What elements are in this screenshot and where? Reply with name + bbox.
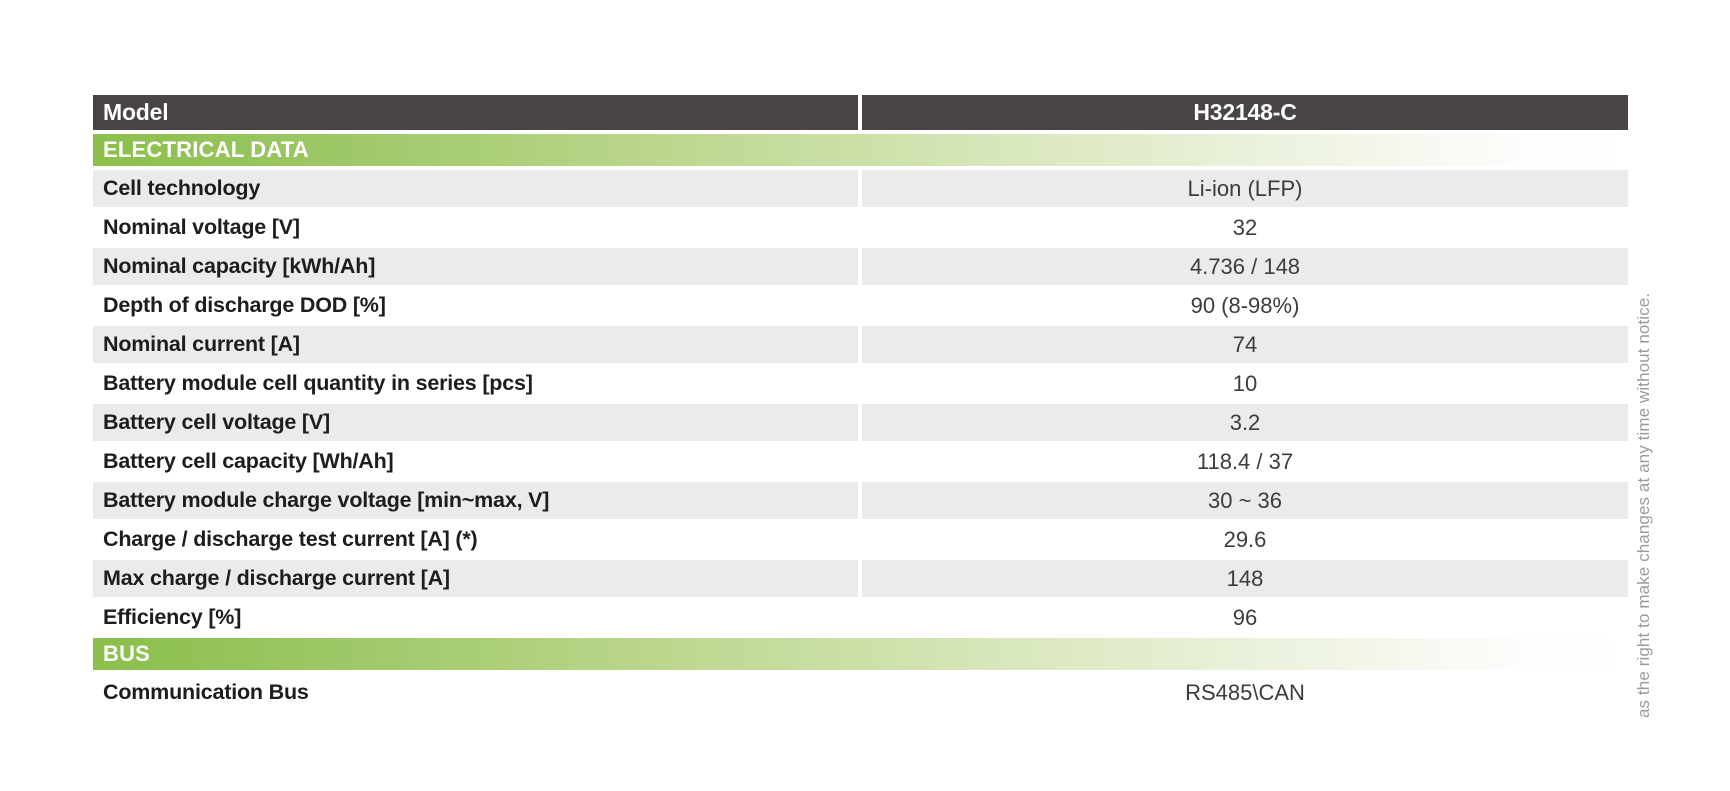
row-label: Cell technology <box>93 170 862 207</box>
row-value: 29.6 <box>1223 526 1267 552</box>
side-note-rotated-text: as the right to make changes at any time… <box>1634 292 1653 718</box>
row-value: Li-ion (LFP) <box>862 170 1628 207</box>
model-header-label: Model <box>93 95 862 130</box>
row-value: 32 <box>1232 214 1258 240</box>
row-label: Battery module cell quantity in series [… <box>93 365 862 402</box>
row-value: 10 <box>1232 370 1258 396</box>
row-value: 148 <box>862 560 1628 597</box>
spec-table: Model H32148-C ELECTRICAL DATA Cell tech… <box>93 95 1628 713</box>
row-label: Battery cell voltage [V] <box>93 404 862 441</box>
row-label: Nominal capacity [kWh/Ah] <box>93 248 862 285</box>
model-header-value: H32148-C <box>1193 99 1297 125</box>
table-row: Battery cell capacity [Wh/Ah] 118.4 / 37 <box>93 443 1628 480</box>
section-bar-electrical-data: ELECTRICAL DATA <box>93 134 1628 166</box>
table-row: Nominal current [A] 74 <box>93 326 1628 363</box>
table-row: Battery module charge voltage [min~max, … <box>93 482 1628 519</box>
row-value: RS485\CAN <box>1185 679 1305 705</box>
model-header-row: Model H32148-C <box>93 95 1628 130</box>
row-label: Charge / discharge test current [A] (*) <box>93 521 862 558</box>
table-row: Nominal capacity [kWh/Ah] 4.736 / 148 <box>93 248 1628 285</box>
row-label: Nominal current [A] <box>93 326 862 363</box>
row-label: Battery cell capacity [Wh/Ah] <box>93 443 862 480</box>
row-label: Communication Bus <box>93 674 862 711</box>
row-label: Efficiency [%] <box>93 599 862 636</box>
section-bar-bus: BUS <box>93 638 1628 670</box>
row-label: Max charge / discharge current [A] <box>93 560 862 597</box>
table-row: Charge / discharge test current [A] (*) … <box>93 521 1628 558</box>
table-row: Battery module cell quantity in series [… <box>93 365 1628 402</box>
row-value: 30 ~ 36 <box>862 482 1628 519</box>
table-row: Efficiency [%] 96 <box>93 599 1628 636</box>
table-row: Battery cell voltage [V] 3.2 <box>93 404 1628 441</box>
row-value: 4.736 / 148 <box>862 248 1628 285</box>
row-value: 74 <box>862 326 1628 363</box>
row-label: Depth of discharge DOD [%] <box>93 287 862 324</box>
row-value: 118.4 / 37 <box>1196 448 1294 474</box>
table-row: Communication Bus RS485\CAN <box>93 674 1628 711</box>
row-value: 3.2 <box>862 404 1628 441</box>
row-value: 90 (8-98%) <box>1190 292 1300 318</box>
row-value: 96 <box>1232 604 1258 630</box>
row-label: Battery module charge voltage [min~max, … <box>93 482 862 519</box>
table-row: Cell technology Li-ion (LFP) <box>93 170 1628 207</box>
table-row: Nominal voltage [V] 32 <box>93 209 1628 246</box>
row-label: Nominal voltage [V] <box>93 209 862 246</box>
table-row: Depth of discharge DOD [%] 90 (8-98%) <box>93 287 1628 324</box>
table-row: Max charge / discharge current [A] 148 <box>93 560 1628 597</box>
